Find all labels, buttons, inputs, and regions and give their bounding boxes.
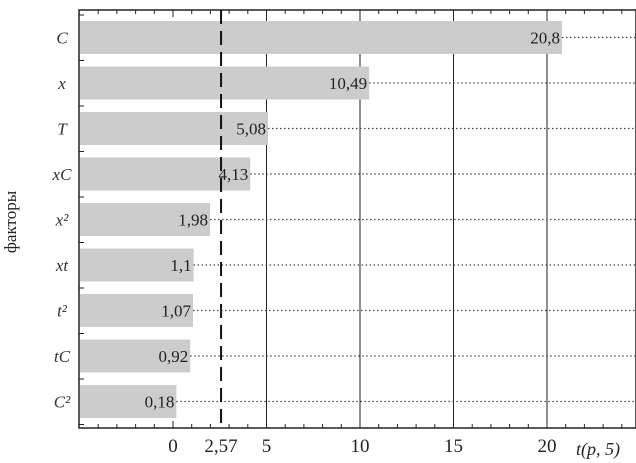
category-label: C²	[54, 393, 71, 412]
category-label: xt	[55, 256, 70, 275]
bar	[80, 385, 177, 418]
value-label: 10,49	[329, 74, 367, 93]
value-label: 5,08	[236, 120, 266, 139]
x-tick-label: 10	[351, 436, 370, 457]
bar	[80, 339, 191, 373]
value-label: 20,8	[530, 29, 560, 48]
x-tick-label: 2,57	[204, 436, 237, 457]
bars-layer	[80, 21, 562, 418]
value-label: 1,98	[178, 211, 208, 230]
category-label: x	[57, 74, 66, 93]
bar	[80, 21, 562, 54]
value-label: 4,13	[218, 165, 248, 184]
x-tick-label: 20	[538, 436, 557, 457]
value-label: 1,1	[170, 256, 191, 275]
y-axis-title: факторы	[1, 190, 20, 253]
category-label: x²	[55, 211, 70, 230]
value-label: 1,07	[161, 302, 191, 321]
bar	[80, 203, 211, 236]
category-label: T	[57, 120, 68, 139]
plot-frame	[78, 9, 636, 429]
tick-marks-layer	[79, 10, 623, 428]
bar	[80, 248, 194, 282]
x-tick-label: 0	[168, 436, 178, 457]
value-label: 0,92	[158, 347, 188, 366]
leader-lines-layer	[176, 36, 636, 403]
value-label: 0,18	[145, 393, 175, 412]
bar	[80, 112, 268, 145]
labels-layer: 20,8 C 10,49 x 5,08 T 4,13 xC 1,98 x² 1,1 xt 1,07 t² 0…	[52, 29, 560, 458]
category-label: tC	[54, 347, 71, 366]
bar	[80, 66, 370, 100]
x-tick-label: 15	[444, 436, 463, 457]
x-axis-title: t(p, 5)	[576, 439, 620, 460]
category-label: t²	[57, 302, 68, 321]
category-label: xC	[52, 165, 73, 184]
category-label: C	[56, 29, 68, 48]
x-tick-label: 5	[262, 436, 272, 457]
bar	[80, 294, 194, 327]
